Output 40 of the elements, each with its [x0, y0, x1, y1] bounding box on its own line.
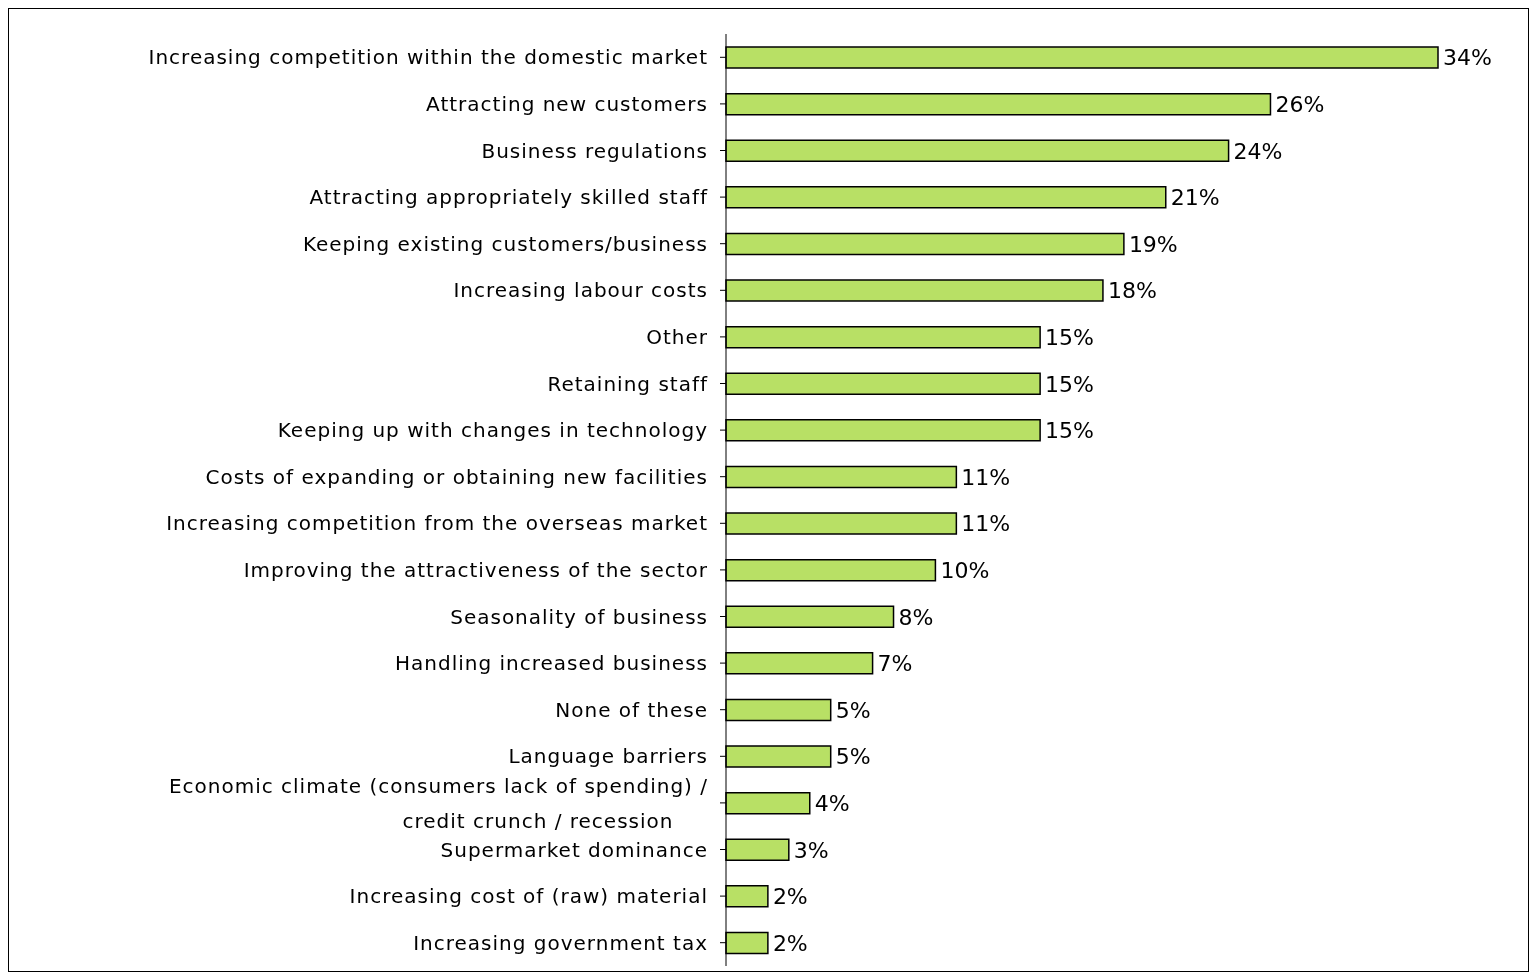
y-tick-label: Increasing competition within the domestic market [148, 45, 708, 70]
data-label: 15% [1045, 371, 1095, 397]
y-tick-label: Supermarket dominance [440, 837, 708, 862]
data-label: 5% [835, 744, 871, 770]
y-tick-label: Increasing competition from the overseas market [166, 511, 708, 536]
y-tick-label: Increasing cost of (raw) material [349, 884, 708, 909]
y-tick-label: Increasing labour costs [453, 278, 708, 303]
y-tick-label: Attracting new customers [426, 91, 708, 116]
y-tick-label: Business regulations [481, 138, 708, 163]
y-tick-label: Attracting appropriately skilled staff [309, 185, 708, 210]
data-label: 24% [1233, 138, 1283, 164]
y-tick-label: Improving the attractiveness of the sector [243, 557, 708, 582]
y-tick-label: Economic climate (consumers lack of spending) / credit crunch / recession [168, 773, 708, 833]
y-tick-label: Seasonality of business [450, 604, 708, 629]
y-tick-label: Other [646, 324, 708, 349]
y-tick-label: Costs of expanding or obtaining new facilities [205, 464, 708, 489]
data-label: 2% [772, 930, 808, 956]
data-label: 11% [961, 464, 1011, 490]
y-tick-label: Handling increased business [394, 651, 708, 676]
data-label: 34% [1443, 45, 1492, 71]
y-tick-label: Increasing government tax [413, 930, 708, 955]
data-label: 21% [1170, 185, 1220, 211]
data-label: 8% [898, 604, 934, 630]
data-label: 4% [814, 790, 850, 816]
data-label: 15% [1045, 324, 1095, 350]
data-label: 10% [940, 557, 990, 583]
data-label: 3% [793, 837, 829, 863]
data-label: 15% [1045, 418, 1095, 444]
data-label: 5% [835, 697, 871, 723]
y-tick-label: Language barriers [508, 744, 708, 769]
data-label: 26% [1275, 91, 1325, 117]
y-tick-label: Keeping up with changes in technology [277, 418, 708, 443]
y-tick-label: None of these [555, 697, 708, 722]
data-label: 7% [877, 651, 913, 677]
data-label: 11% [961, 511, 1011, 537]
data-label: 19% [1128, 231, 1178, 257]
data-label: 18% [1107, 278, 1157, 304]
data-label: 2% [772, 884, 808, 910]
y-tick-label: Keeping existing customers/business [302, 231, 708, 256]
y-tick-label: Retaining staff [547, 371, 708, 396]
